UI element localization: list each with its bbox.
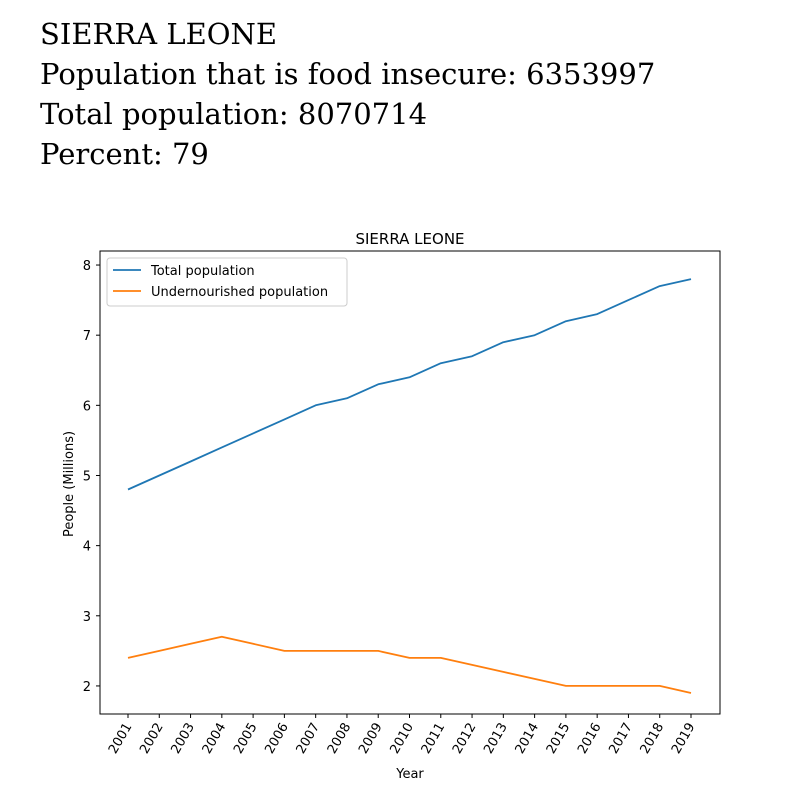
x-tick-label: 2011 (419, 721, 449, 757)
legend-label: Total population (150, 264, 255, 279)
total-population-line: Total population: 8070714 (40, 97, 428, 131)
y-axis-label: People (Millions) (62, 431, 77, 537)
x-axis: 2001 2002 2003 2004 2005 2006 2007 2008 2009 2010… (106, 714, 699, 757)
x-tick-label: 2001 (106, 721, 136, 757)
legend-box (106, 257, 348, 307)
series-line-2 (127, 635, 692, 694)
y-tick-label: 5 (83, 469, 91, 484)
y-tick-label: 2 (83, 680, 91, 695)
series-lines (127, 278, 692, 694)
x-tick-label: 2018 (638, 721, 668, 757)
x-axis-label: Year (395, 767, 424, 782)
y-tick-label: 4 (83, 540, 91, 555)
country-name: SIERRA LEONE (40, 17, 278, 51)
y-tick-label: 7 (83, 329, 91, 344)
x-tick-label: 2014 (513, 721, 543, 757)
x-tick-label: 2007 (294, 721, 324, 757)
y-axis: 2 3 4 5 6 7 8 (83, 259, 100, 695)
x-tick-label: 2006 (262, 721, 292, 757)
x-tick-label: 2008 (325, 721, 355, 757)
series-line-1 (127, 278, 692, 491)
food-insecure-line: Population that is food insecure: 635399… (40, 57, 656, 91)
x-tick-label: 2004 (200, 721, 230, 757)
x-tick-label: 2019 (669, 721, 699, 757)
y-tick-label: 3 (83, 610, 91, 625)
x-tick-label: 2013 (481, 721, 511, 757)
y-tick-label: 8 (83, 259, 91, 274)
plot-area-frame (99, 250, 721, 715)
x-tick-label: 2003 (168, 721, 198, 757)
x-tick-label: 2010 (387, 721, 417, 757)
legend-label: Undernourished population (151, 285, 328, 300)
x-tick-label: 2012 (450, 721, 480, 757)
percent-line: Percent: 79 (40, 137, 209, 171)
x-tick-label: 2009 (356, 721, 386, 757)
x-tick-label: 2016 (575, 721, 605, 757)
x-tick-label: 2005 (231, 721, 261, 757)
x-tick-label: 2015 (544, 721, 574, 757)
x-tick-label: 2002 (137, 721, 167, 757)
legend: Total population Undernourished populatio… (106, 257, 348, 307)
y-tick-label: 6 (83, 399, 91, 414)
x-tick-label: 2017 (606, 721, 636, 757)
summary-header: SIERRA LEONE Population that is food ins… (40, 14, 655, 174)
chart-title: SIERRA LEONE (355, 230, 464, 248)
